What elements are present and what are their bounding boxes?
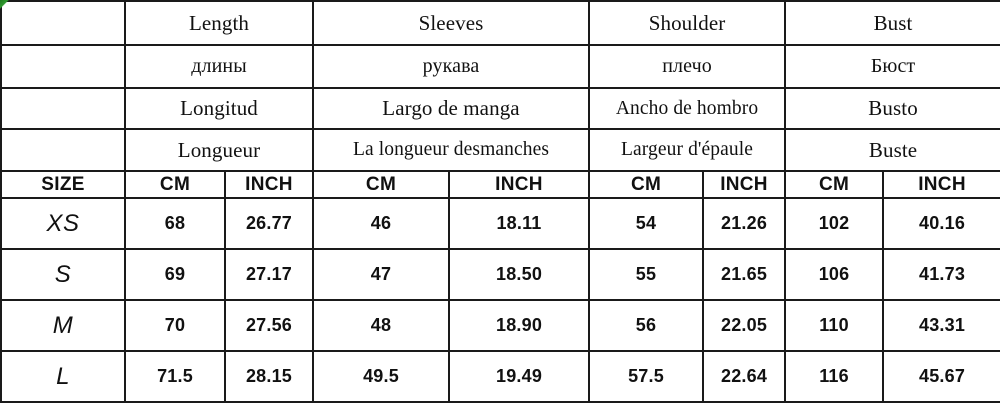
- group-label-sleeves-es: Largo de manga: [311, 87, 591, 130]
- cell-xs-sleeves-inch: 18.11: [447, 197, 591, 250]
- cell-s-sleeves-inch: 18.50: [447, 248, 591, 301]
- cell-m-shoulder-cm: 56: [588, 299, 705, 352]
- cell-l-length-inch: 28.15: [224, 350, 314, 403]
- size-label-m: M: [0, 299, 126, 352]
- group-label-shoulder-ru: плечо: [588, 44, 787, 89]
- table-row: XS 68 26.77 46 18.11 54 21.26 102 40.16: [0, 197, 1000, 250]
- cell-l-sleeves-cm: 49.5: [312, 350, 450, 403]
- cell-l-bust-cm: 116: [784, 350, 885, 403]
- group-label-length-en: Length: [124, 0, 314, 46]
- units-cell-bust-cm: CM: [784, 170, 885, 199]
- header-row-french: Longueur La longueur desmanches Largeur …: [0, 128, 1000, 172]
- cell-s-length-inch: 27.17: [224, 248, 314, 301]
- group-label-length-es: Longitud: [124, 87, 314, 130]
- cell-l-length-cm: 71.5: [124, 350, 226, 403]
- cell-s-bust-inch: 41.73: [882, 248, 1000, 301]
- cell-m-sleeves-cm: 48: [312, 299, 450, 352]
- units-cell-shoulder-inch: INCH: [702, 170, 787, 199]
- group-label-bust-fr: Buste: [784, 128, 1000, 172]
- header-row-russian: длины рукава плечо Бюст: [0, 44, 1000, 89]
- group-label-sleeves-fr: La longueur desmanches: [311, 128, 591, 172]
- units-cell-bust-inch: INCH: [882, 170, 1000, 199]
- table-row: L 71.5 28.15 49.5 19.49 57.5 22.64 116 4…: [0, 350, 1000, 403]
- table-row: S 69 27.17 47 18.50 55 21.65 106 41.73: [0, 248, 1000, 301]
- cell-m-bust-cm: 110: [784, 299, 885, 352]
- size-label-l: L: [0, 350, 126, 403]
- cell-m-bust-inch: 43.31: [882, 299, 1000, 352]
- cell-xs-length-cm: 68: [124, 197, 226, 250]
- units-cell-sleeves-cm: CM: [312, 170, 450, 199]
- units-cell-length-inch: INCH: [224, 170, 314, 199]
- group-label-bust-es: Busto: [784, 87, 1000, 130]
- header-row-english: Length Sleeves Shoulder Bust: [0, 0, 1000, 46]
- group-label-shoulder-en: Shoulder: [588, 0, 787, 46]
- cell-l-bust-inch: 45.67: [882, 350, 1000, 403]
- corner-cell-spanish: [0, 87, 126, 130]
- group-label-sleeves-ru: рукава: [311, 44, 591, 89]
- cell-m-length-cm: 70: [124, 299, 226, 352]
- cell-xs-bust-cm: 102: [784, 197, 885, 250]
- corner-cell-french: [0, 128, 126, 172]
- table-row: M 70 27.56 48 18.90 56 22.05 110 43.31: [0, 299, 1000, 352]
- group-label-sleeves-en: Sleeves: [311, 0, 591, 46]
- units-row: SIZE CM INCH CM INCH CM INCH CM INCH: [0, 170, 1000, 199]
- cell-xs-length-inch: 26.77: [224, 197, 314, 250]
- size-label-xs: XS: [0, 197, 126, 250]
- cell-xs-shoulder-cm: 54: [588, 197, 705, 250]
- units-cell-shoulder-cm: CM: [588, 170, 705, 199]
- group-label-shoulder-fr: Largeur d'épaule: [588, 128, 787, 172]
- cell-s-shoulder-inch: 21.65: [702, 248, 787, 301]
- cell-s-shoulder-cm: 55: [588, 248, 705, 301]
- group-label-length-fr: Longueur: [124, 128, 314, 172]
- cell-xs-shoulder-inch: 21.26: [702, 197, 787, 250]
- header-row-spanish: Longitud Largo de manga Ancho de hombro …: [0, 87, 1000, 130]
- cell-l-shoulder-cm: 57.5: [588, 350, 705, 403]
- cell-xs-bust-inch: 40.16: [882, 197, 1000, 250]
- cell-l-sleeves-inch: 19.49: [447, 350, 591, 403]
- cell-m-shoulder-inch: 22.05: [702, 299, 787, 352]
- size-label-s: S: [0, 248, 126, 301]
- group-label-shoulder-es: Ancho de hombro: [588, 87, 787, 130]
- cell-xs-sleeves-cm: 46: [312, 197, 450, 250]
- cell-m-sleeves-inch: 18.90: [447, 299, 591, 352]
- group-label-bust-ru: Бюст: [784, 44, 1000, 89]
- cell-m-length-inch: 27.56: [224, 299, 314, 352]
- cell-s-length-cm: 69: [124, 248, 226, 301]
- cell-s-sleeves-cm: 47: [312, 248, 450, 301]
- units-cell-size: SIZE: [0, 170, 126, 199]
- cell-s-bust-cm: 106: [784, 248, 885, 301]
- group-label-length-ru: длины: [124, 44, 314, 89]
- units-cell-length-cm: CM: [124, 170, 226, 199]
- units-cell-sleeves-inch: INCH: [447, 170, 591, 199]
- corner-cell-russian: [0, 44, 126, 89]
- cell-l-shoulder-inch: 22.64: [702, 350, 787, 403]
- corner-cell-english: [0, 0, 126, 46]
- group-label-bust-en: Bust: [784, 0, 1000, 46]
